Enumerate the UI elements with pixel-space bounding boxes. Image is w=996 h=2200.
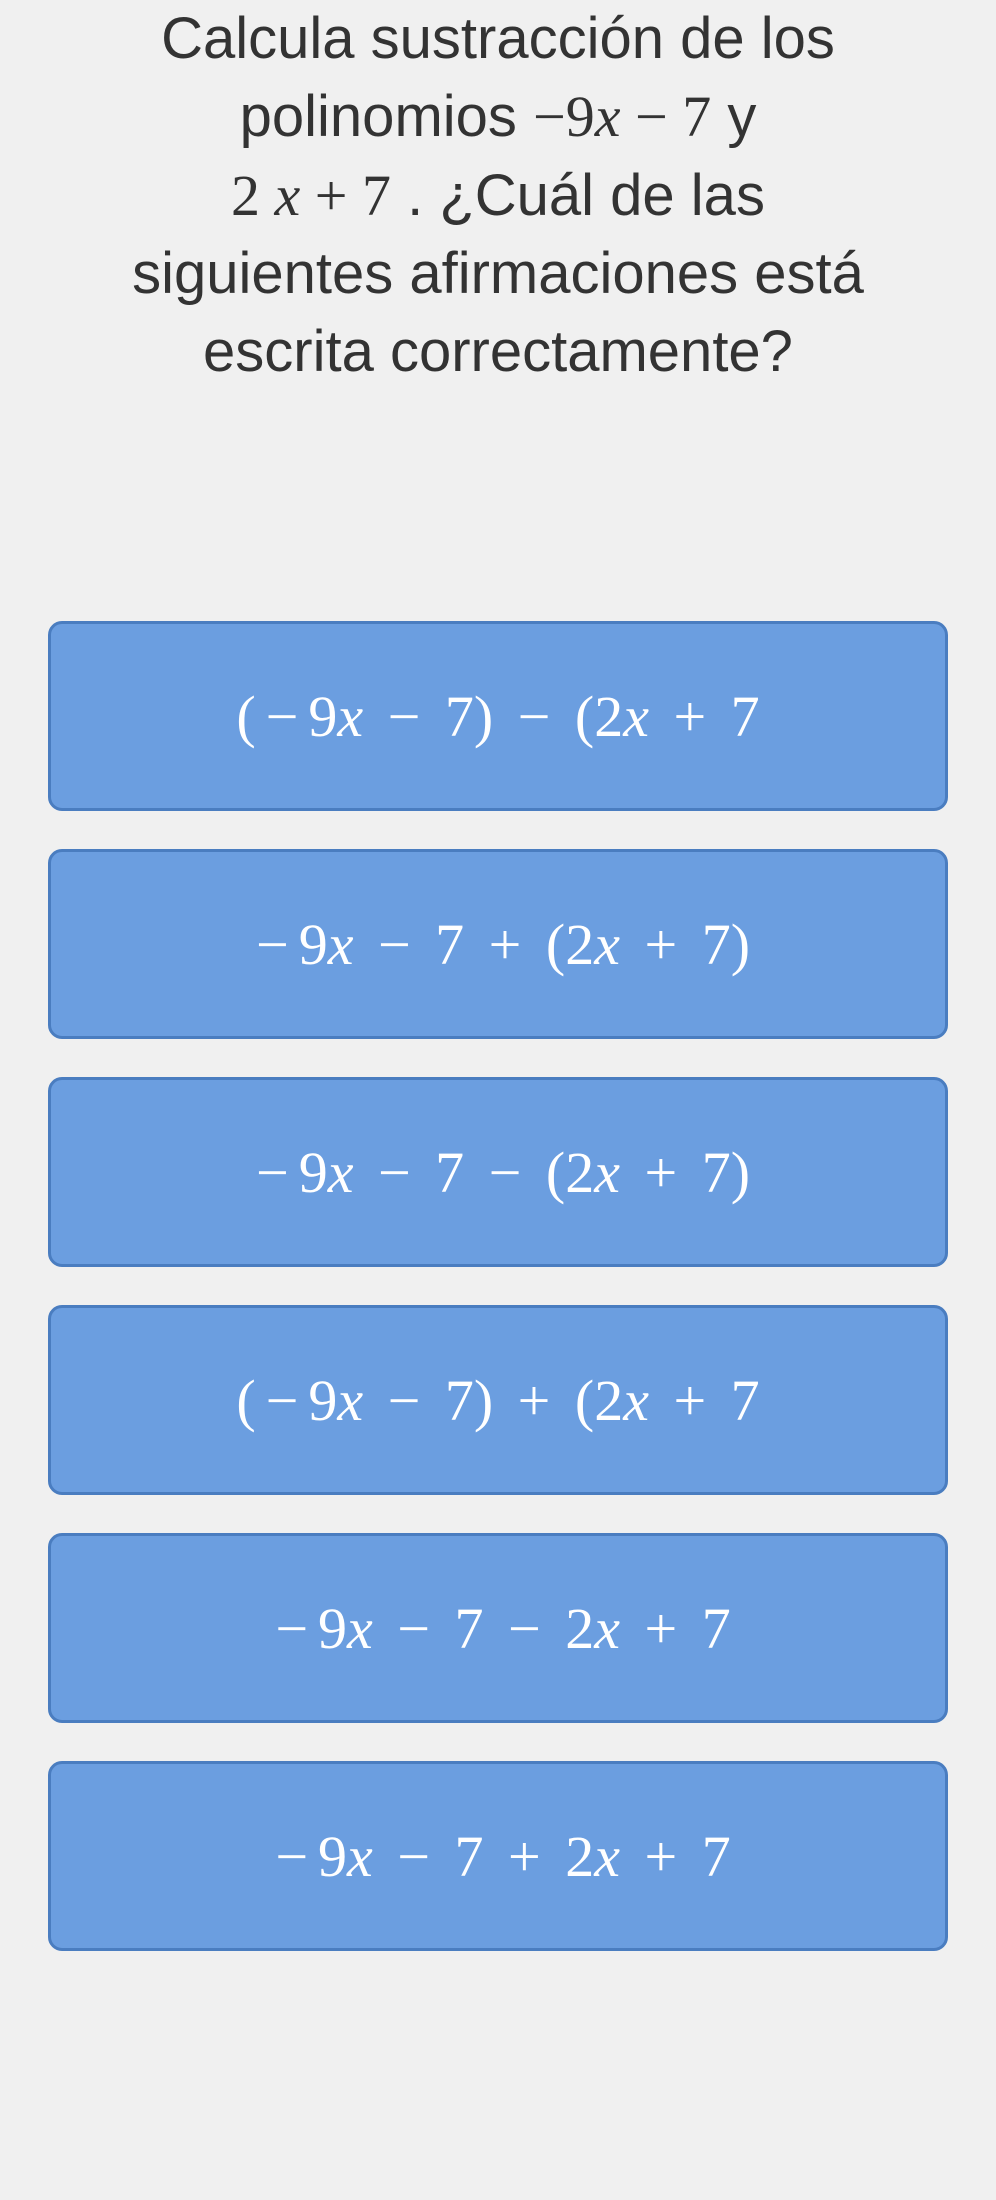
polynomial-2: 2 x + 7 — [231, 163, 391, 228]
option-4-expression: (−9x − 7) + (2x + 7 — [236, 1367, 759, 1434]
question-line2-post: y — [711, 84, 756, 149]
option-2-button[interactable]: −9x − 7 + (2x + 7) — [48, 849, 948, 1039]
question-prompt: Calcula sustracción de los polinomios −9… — [122, 0, 874, 391]
option-1-button[interactable]: (−9x − 7) − (2x + 7 — [48, 621, 948, 811]
option-2-expression: −9x − 7 + (2x + 7) — [246, 911, 750, 978]
question-line2-pre: polinomios — [240, 84, 533, 149]
option-6-expression: −9x − 7 + 2x + 7 — [265, 1823, 730, 1890]
option-3-expression: −9x − 7 − (2x + 7) — [246, 1139, 750, 1206]
polynomial-1: −9x − 7 — [533, 84, 711, 149]
options-container: (−9x − 7) − (2x + 7 −9x − 7 + (2x + 7) −… — [48, 621, 948, 1951]
option-1-expression: (−9x − 7) − (2x + 7 — [236, 683, 759, 750]
question-line4: siguientes afirmaciones está — [132, 241, 864, 306]
question-line1: Calcula sustracción de los — [161, 6, 835, 71]
question-line3-post: . ¿Cuál de las — [391, 163, 765, 228]
option-3-button[interactable]: −9x − 7 − (2x + 7) — [48, 1077, 948, 1267]
option-4-button[interactable]: (−9x − 7) + (2x + 7 — [48, 1305, 948, 1495]
option-5-expression: −9x − 7 − 2x + 7 — [265, 1595, 730, 1662]
option-6-button[interactable]: −9x − 7 + 2x + 7 — [48, 1761, 948, 1951]
option-5-button[interactable]: −9x − 7 − 2x + 7 — [48, 1533, 948, 1723]
question-line5: escrita correctamente? — [203, 319, 793, 384]
